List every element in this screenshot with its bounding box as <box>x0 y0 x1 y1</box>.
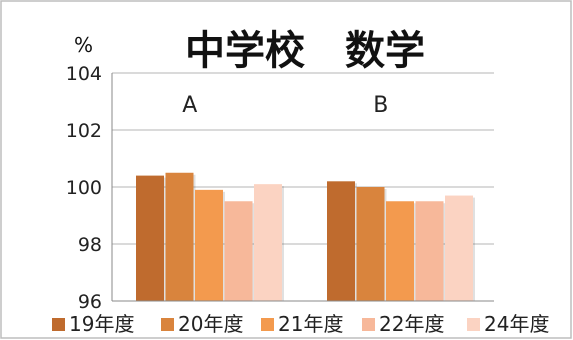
legend-label: 24年度 <box>484 312 549 336</box>
y-tick-label: 96 <box>78 291 102 313</box>
bar <box>415 201 444 301</box>
legend-label: 19年度 <box>69 312 134 336</box>
bar <box>165 172 194 301</box>
legend-swatch <box>161 318 174 331</box>
y-tick-label: 102 <box>66 120 102 142</box>
y-unit-label: % <box>74 33 93 57</box>
category-label: A <box>182 93 197 118</box>
bar <box>254 184 282 301</box>
legend-label: 22年度 <box>379 312 444 336</box>
category-label: B <box>373 93 388 118</box>
chart-title: 中学校 数学 <box>185 28 425 74</box>
y-tick-labels: 96 98 100 102 104 <box>66 63 102 313</box>
legend-swatch <box>467 318 480 331</box>
bar <box>356 187 385 301</box>
y-tick-label: 98 <box>78 234 102 256</box>
y-tick-label: 104 <box>66 63 102 85</box>
y-tick-label: 100 <box>66 177 102 199</box>
legend-swatch <box>52 318 65 331</box>
bar <box>445 195 473 301</box>
legend-swatch <box>362 318 375 331</box>
bars <box>136 172 475 301</box>
legend: 19年度 20年度 21年度 22年度 24年度 <box>52 312 549 336</box>
bar <box>136 175 164 301</box>
legend-swatch <box>261 318 274 331</box>
bar <box>195 189 223 301</box>
bar <box>386 201 414 301</box>
legend-label: 20年度 <box>178 312 243 336</box>
bar <box>327 181 355 301</box>
bar <box>224 201 253 301</box>
legend-label: 21年度 <box>278 312 343 336</box>
